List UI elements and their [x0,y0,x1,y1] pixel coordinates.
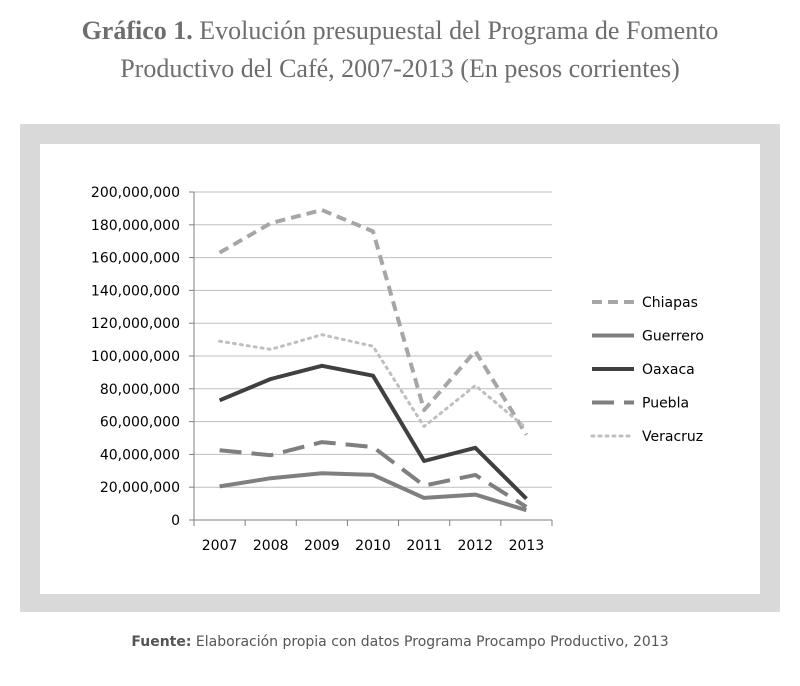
legend-label-chiapas: Chiapas [642,295,698,311]
y-tick-label: 80,000,000 [100,382,180,398]
chart-area [40,144,760,594]
y-tick-label: 0 [171,513,180,529]
x-tick-label: 2008 [253,538,289,554]
series-line-oaxaca [218,363,528,501]
x-tick-label: 2010 [355,538,391,554]
series-line-puebla [219,440,528,509]
y-tick-label: 20,000,000 [100,480,180,496]
source-text: Elaboración propia con datos Programa Pr… [195,634,669,650]
y-tick-label: 60,000,000 [100,415,180,431]
x-tick-label: 2012 [457,538,493,554]
title-lead: Gráfico 1. [81,16,193,45]
title-line-2: Productivo del Café, 2007-2013 (En pesos… [120,54,680,83]
legend-label-oaxaca: Oaxaca [642,362,695,378]
y-tick-label: 140,000,000 [91,283,180,299]
series-lines [218,208,529,513]
chart-title: Gráfico 1. Evolución presupuestal del Pr… [0,12,800,88]
source-note: Fuente: Elaboración propia con datos Pro… [0,634,800,650]
legend: Chiapas Guerrero Oaxaca Puebla Veracruz [590,295,704,445]
y-tick-label: 160,000,000 [91,251,180,267]
series-line-chiapas [218,208,529,436]
series-line-veracruz [218,333,528,430]
x-tick-label: 2013 [509,538,545,554]
y-tick-label: 100,000,000 [91,349,180,365]
x-tick-label: 2007 [202,538,238,554]
series-line-guerrero [219,471,527,513]
y-tick-label: 200,000,000 [91,185,180,201]
y-tick-label: 40,000,000 [100,447,180,463]
legend-label-guerrero: Guerrero [642,329,704,345]
source-label: Fuente: [131,634,192,650]
title-line-1: Gráfico 1. Evolución presupuestal del Pr… [0,12,800,50]
legend-label-puebla: Puebla [642,396,689,412]
gridlines [194,191,552,488]
title-text-1: Evolución presupuestal del Programa de F… [199,16,719,45]
legend-label-veracruz: Veracruz [642,429,703,445]
axes: 0 20,000,000 40,000,000 60,000,000 80,000,00… [91,185,553,554]
y-tick-label: 120,000,000 [91,316,180,332]
x-tick-label: 2009 [304,538,340,554]
x-tick-label: 2011 [406,538,442,554]
y-tick-label: 180,000,000 [91,218,180,234]
